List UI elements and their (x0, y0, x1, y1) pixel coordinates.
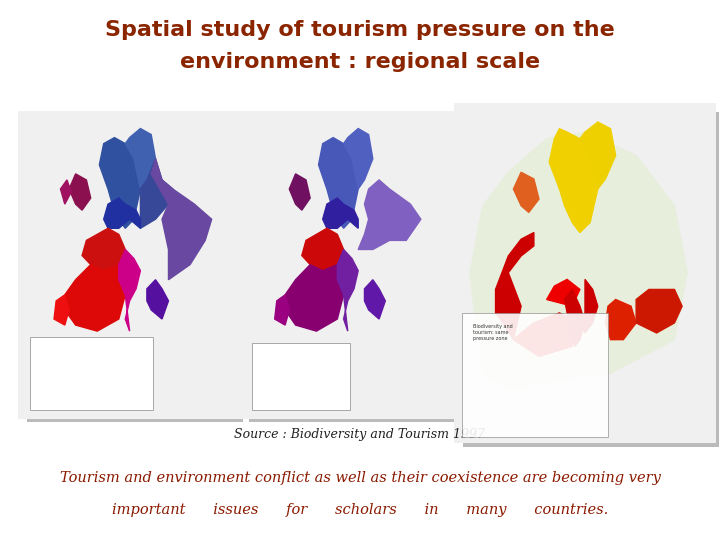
Polygon shape (69, 174, 91, 210)
FancyBboxPatch shape (252, 343, 350, 410)
Polygon shape (60, 180, 71, 204)
Polygon shape (338, 249, 359, 331)
Polygon shape (54, 295, 69, 325)
Polygon shape (82, 228, 125, 271)
FancyBboxPatch shape (27, 120, 243, 422)
Polygon shape (564, 289, 585, 346)
FancyBboxPatch shape (454, 103, 716, 443)
FancyBboxPatch shape (240, 111, 456, 418)
Polygon shape (151, 159, 212, 280)
Polygon shape (275, 295, 289, 325)
Polygon shape (343, 129, 373, 189)
Polygon shape (99, 138, 140, 228)
Polygon shape (147, 280, 168, 319)
FancyBboxPatch shape (30, 337, 153, 410)
Polygon shape (580, 279, 598, 333)
FancyBboxPatch shape (463, 112, 719, 447)
Polygon shape (546, 279, 580, 306)
FancyBboxPatch shape (462, 313, 608, 437)
Text: Tourism and environment conflict as well as their coexistence are becoming very: Tourism and environment conflict as well… (60, 471, 660, 485)
Polygon shape (636, 289, 682, 333)
Text: Biodiversity and
tourism: same
pressure zone: Biodiversity and tourism: same pressure … (472, 324, 513, 341)
Polygon shape (302, 228, 343, 271)
Polygon shape (323, 198, 359, 228)
Polygon shape (285, 265, 343, 331)
Text: Source : Biodiversity and Tourism 1997: Source : Biodiversity and Tourism 1997 (235, 428, 485, 441)
Polygon shape (513, 313, 580, 356)
Text: environment : regional scale: environment : regional scale (180, 52, 540, 72)
Polygon shape (513, 172, 539, 212)
Polygon shape (140, 159, 173, 228)
Polygon shape (495, 233, 534, 340)
FancyBboxPatch shape (249, 120, 458, 422)
Polygon shape (580, 122, 616, 189)
FancyBboxPatch shape (18, 111, 241, 418)
Text: Spatial study of tourism pressure on the: Spatial study of tourism pressure on the (105, 19, 615, 40)
Polygon shape (364, 280, 385, 319)
Polygon shape (125, 129, 156, 189)
Polygon shape (65, 265, 125, 331)
Polygon shape (549, 129, 598, 233)
Polygon shape (104, 198, 140, 228)
Polygon shape (606, 300, 636, 340)
Polygon shape (318, 138, 359, 228)
Polygon shape (359, 180, 420, 249)
Polygon shape (289, 174, 310, 210)
Polygon shape (119, 249, 140, 331)
Polygon shape (470, 132, 687, 390)
Text: important      issues      for      scholars      in      many      countries.: important issues for scholars in many co… (112, 503, 608, 517)
